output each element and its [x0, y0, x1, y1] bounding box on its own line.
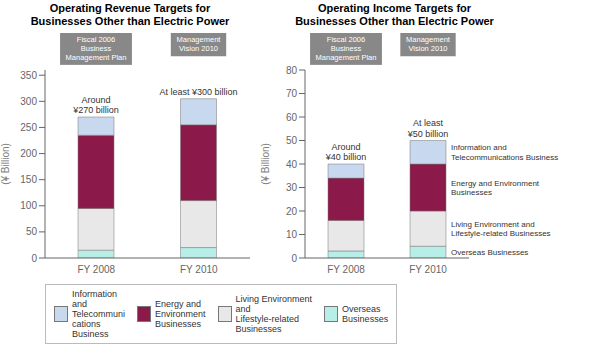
- svg-text:ManagementVision 2010: ManagementVision 2010: [406, 35, 451, 53]
- svg-text:350: 350: [20, 70, 37, 81]
- svg-text:250: 250: [20, 122, 37, 133]
- svg-text:FY 2008: FY 2008: [77, 264, 115, 275]
- svg-text:50: 50: [286, 135, 298, 146]
- svg-text:200: 200: [20, 148, 37, 159]
- svg-text:0: 0: [31, 253, 37, 264]
- svg-text:FY 2010: FY 2010: [180, 264, 218, 275]
- svg-text:20: 20: [286, 206, 298, 217]
- svg-text:300: 300: [20, 96, 37, 107]
- svg-text:50: 50: [26, 226, 38, 237]
- svg-text:Living Environment andLifestyl: Living Environment andLifestyle-related …: [451, 220, 551, 238]
- svg-text:80: 80: [286, 65, 298, 76]
- html-text:Overseas Businesses: Overseas Businesses: [342, 304, 389, 324]
- svg-text:FY 2008: FY 2008: [327, 264, 365, 275]
- html-text:Operating Income Targets for B: Operating Income Targets for Businesses …: [295, 2, 494, 27]
- html-text:Living Environment and Lifesty: Living Environment and Lifestyle-related…: [235, 294, 313, 334]
- svg-text:Overseas Businesses: Overseas Businesses: [451, 248, 528, 257]
- svg-text:0: 0: [291, 253, 297, 264]
- svg-text:150: 150: [20, 174, 37, 185]
- html-text:Operating Revenue Targets for: Operating Revenue Targets for Businesses…: [30, 2, 230, 27]
- svg-text:100: 100: [20, 200, 37, 211]
- svg-text:40: 40: [286, 159, 298, 170]
- html-text:Energy and Environment Busines: Energy and Environment Businesses: [155, 299, 206, 329]
- svg-text:Energy and EnvironmentBusiness: Energy and EnvironmentBusinesses: [451, 179, 540, 197]
- svg-text:Around¥270 billion: Around¥270 billion: [72, 95, 119, 115]
- svg-text:70: 70: [286, 88, 298, 99]
- svg-text:10: 10: [286, 229, 298, 240]
- svg-text:30: 30: [286, 182, 298, 193]
- svg-text:(¥ Billion): (¥ Billion): [260, 143, 271, 185]
- svg-text:60: 60: [286, 112, 298, 123]
- svg-text:FY 2010: FY 2010: [409, 264, 447, 275]
- html-text:Information and Telecommuni ca: Information and Telecommuni cations Busi…: [72, 289, 125, 339]
- svg-text:Around¥40 billion: Around¥40 billion: [325, 142, 367, 162]
- svg-text:Fiscal 2006BusinessManagement: Fiscal 2006BusinessManagement Plan: [316, 35, 377, 61]
- svg-text:ManagementVision 2010: ManagementVision 2010: [177, 35, 222, 53]
- svg-text:Fiscal 2006BusinessManagement: Fiscal 2006BusinessManagement Plan: [66, 35, 127, 61]
- svg-text:(¥ Billion): (¥ Billion): [0, 143, 11, 185]
- svg-text:At least¥50 billion: At least¥50 billion: [407, 118, 449, 138]
- svg-text:Information andTelecommunicati: Information andTelecommunications Busine…: [451, 143, 558, 161]
- svg-text:At least ¥300 billion: At least ¥300 billion: [159, 87, 237, 97]
